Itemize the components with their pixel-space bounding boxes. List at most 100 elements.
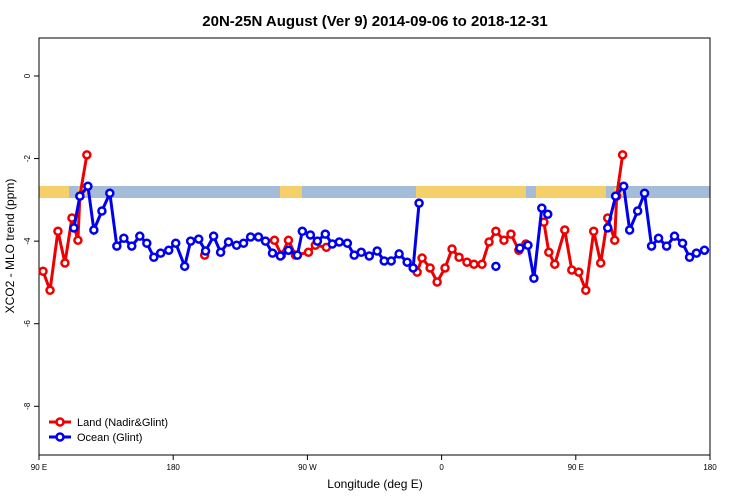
legend-marker [55,432,65,442]
point [609,235,620,246]
point [544,247,554,258]
point [447,244,457,254]
point [469,259,479,270]
y-tick-label: -4 [23,237,32,245]
y-tick-label: -8 [23,402,32,410]
point [105,188,115,198]
point [208,231,219,241]
point [135,231,145,241]
point [610,191,621,201]
point [283,245,294,255]
x-tick-label: 90 E [568,463,584,472]
y-tick-label: -6 [23,320,32,328]
point [119,233,129,243]
point [342,238,353,248]
point [215,247,226,258]
point [632,206,643,216]
point [200,246,211,256]
point [75,191,85,201]
point [646,241,657,251]
point [477,259,487,270]
point [297,226,308,236]
point [639,188,650,198]
chart-title: 20N-25N August (Ver 9) 2014-09-06 to 201… [202,13,547,30]
point [69,223,79,233]
x-tick-label: 0 [439,463,444,472]
point [260,236,271,246]
point [83,181,93,191]
point [484,237,494,247]
point [170,238,181,248]
point [305,230,316,240]
point [491,226,501,236]
point [163,245,174,255]
point [529,273,539,284]
point [550,259,560,270]
point [303,247,314,258]
point [179,261,190,272]
point [149,252,159,262]
point [238,238,249,248]
point [142,238,152,248]
x-tick-label: 90 E [31,463,47,472]
point [372,246,382,256]
point [356,247,366,258]
point [506,229,516,239]
point [618,181,629,191]
y-tick-label: -2 [23,154,32,162]
point [653,233,664,243]
point [126,241,137,251]
point [699,245,710,255]
x-tick-label: 180 [167,463,181,472]
point [386,256,396,266]
y-tick-label: 0 [23,73,32,78]
point [624,225,635,235]
point [223,237,234,247]
point [595,258,606,268]
point [602,223,613,233]
point [491,261,501,272]
point [425,263,435,273]
point [155,248,166,258]
point [523,240,533,251]
point [283,235,294,246]
legend-marker [55,417,65,427]
point [617,150,628,160]
point [53,226,63,236]
point [560,225,570,235]
point [253,232,264,242]
point [267,248,278,258]
point [312,236,323,246]
point [320,229,331,239]
point [574,267,584,277]
legend-label: Ocean (Glint) [77,432,142,444]
point [588,226,599,236]
point [394,249,404,259]
point [193,234,204,244]
point [402,257,412,267]
plot-frame [38,37,711,456]
point [684,252,695,262]
legend-label: Land (Nadir&Glint) [77,417,168,429]
point [499,235,509,246]
point [45,285,55,296]
point [432,277,442,287]
point [38,266,48,277]
point [275,251,286,261]
y-axis-label: XCO2 - MLO trend (ppm) [3,179,17,314]
point [89,225,99,235]
point [669,231,680,241]
point [334,237,345,247]
point [581,285,591,296]
point [245,232,256,242]
point [73,235,83,246]
point [60,258,70,268]
point [661,241,672,251]
point [677,238,688,248]
point [414,198,424,208]
x-tick-label: 90 W [298,463,317,472]
point [691,248,702,258]
x-axis-label: Longitude (deg E) [327,477,422,491]
point [82,150,92,160]
point [97,206,107,216]
